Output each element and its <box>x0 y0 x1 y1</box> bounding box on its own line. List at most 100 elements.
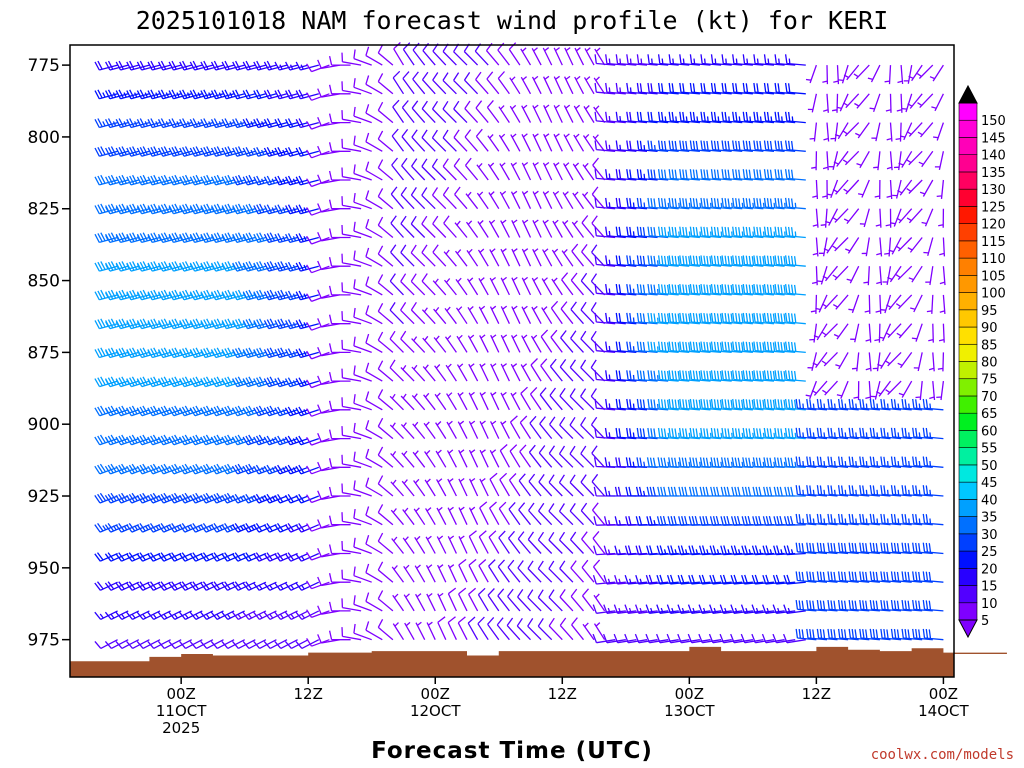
wind-barb <box>353 566 372 583</box>
wind-barb <box>837 398 859 411</box>
wind-barb <box>317 203 341 213</box>
wind-barb <box>782 633 806 644</box>
wind-barb <box>317 576 341 587</box>
wind-barb <box>561 248 574 267</box>
wind-barb <box>869 513 891 526</box>
wind-barb <box>94 552 118 562</box>
wind-barb <box>668 197 690 210</box>
wind-barb <box>353 221 372 239</box>
wind-barb <box>657 457 679 468</box>
wind-barb <box>732 255 753 267</box>
wind-barb <box>784 398 806 411</box>
wind-barb <box>657 226 679 239</box>
wind-barb <box>341 339 362 354</box>
y-tick-label: 950 <box>28 559 60 579</box>
wind-barb <box>752 515 775 526</box>
wind-barb <box>328 343 351 354</box>
wind-barb <box>365 104 383 124</box>
wind-barb <box>328 400 351 411</box>
wind-barb <box>893 151 902 171</box>
wind-barb <box>147 610 171 620</box>
y-tick-label: 975 <box>28 631 60 651</box>
wind-barb <box>594 47 606 66</box>
wind-barb <box>916 64 934 79</box>
wind-barb <box>934 151 945 171</box>
wind-barb <box>833 65 840 85</box>
wind-barb <box>391 536 405 554</box>
wind-barb <box>328 285 351 296</box>
wind-barb <box>859 398 880 411</box>
wind-barb <box>591 244 606 267</box>
wind-barb <box>626 370 648 382</box>
wind-barb <box>306 638 330 647</box>
wind-barb <box>834 122 849 140</box>
wind-barbs-layer <box>94 42 946 649</box>
wind-barb <box>489 305 500 324</box>
wind-barb <box>414 535 426 554</box>
wind-barb <box>377 73 394 95</box>
wind-barb <box>570 301 584 325</box>
wind-barb <box>422 364 436 382</box>
wind-barb <box>742 169 764 181</box>
wind-barb <box>636 255 658 267</box>
wind-barb <box>569 474 584 497</box>
wind-barb <box>511 305 521 324</box>
wind-barb <box>678 457 700 468</box>
wind-barb <box>126 523 150 533</box>
wind-barb <box>274 581 298 591</box>
wind-barb <box>647 111 669 124</box>
wind-barb <box>679 341 700 354</box>
wind-barb <box>582 162 595 181</box>
wind-barb <box>594 140 616 152</box>
wind-barb <box>890 513 912 526</box>
wind-barb <box>341 224 362 239</box>
wind-barb <box>647 370 669 382</box>
wind-barb <box>720 457 743 468</box>
wind-barb <box>548 474 563 497</box>
wind-barb <box>479 420 489 439</box>
wind-barb <box>594 398 616 411</box>
wind-barb <box>548 531 563 554</box>
wind-barb <box>832 237 849 252</box>
wind-barb <box>647 284 669 296</box>
wind-barb <box>816 600 838 612</box>
wind-barb <box>446 449 457 468</box>
wind-barb <box>657 312 679 325</box>
wind-barb <box>896 93 903 113</box>
wind-barb <box>415 593 426 612</box>
wind-barb <box>917 122 934 138</box>
wind-barb <box>389 330 404 353</box>
wind-barb <box>886 122 893 142</box>
colorbar-label: 55 <box>981 442 998 457</box>
wind-barb <box>328 257 351 267</box>
wind-barb <box>168 639 192 649</box>
wind-barb <box>284 552 309 562</box>
wind-barb <box>453 43 468 66</box>
wind-barb <box>919 179 934 197</box>
wind-barb <box>168 552 192 562</box>
wind-barb <box>591 215 606 238</box>
wind-barb <box>377 159 394 181</box>
wind-barb <box>421 273 436 296</box>
wind-barb <box>468 449 479 468</box>
wind-barb <box>605 82 626 95</box>
credit-text[interactable]: coolwx.com/models <box>871 747 1014 763</box>
wind-barb <box>710 457 732 468</box>
wind-barb <box>698 545 722 556</box>
wind-barb <box>583 76 595 95</box>
wind-barb <box>594 255 616 267</box>
wind-barb <box>753 111 775 124</box>
wind-barb <box>488 530 500 554</box>
colorbar-label: 125 <box>981 200 1006 215</box>
wind-barb <box>468 391 479 411</box>
wind-barb <box>559 560 574 583</box>
colorbar-label: 85 <box>981 338 998 353</box>
colorbar-swatch <box>958 430 978 448</box>
wind-barb <box>837 427 859 440</box>
wind-barb <box>168 610 192 620</box>
wind-barb <box>147 639 171 649</box>
wind-barb <box>709 604 732 614</box>
wind-barb <box>306 293 330 303</box>
wind-barb <box>679 140 700 152</box>
wind-barb <box>570 588 584 612</box>
